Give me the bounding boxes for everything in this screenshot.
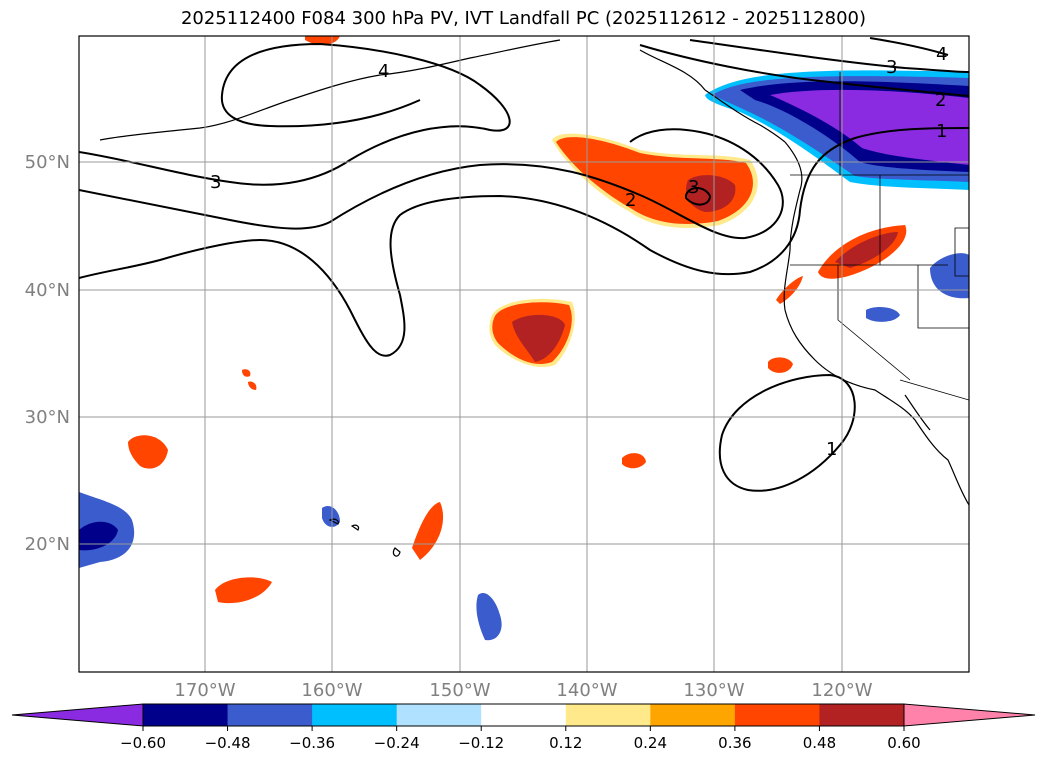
colorbar-segment bbox=[650, 704, 736, 726]
colorbar-segment bbox=[481, 704, 567, 726]
map-area: 3 2 3 3 2 1 4 1 4 bbox=[79, 36, 969, 672]
colorbar-segment bbox=[227, 704, 313, 726]
contour-label: 1 bbox=[826, 439, 837, 460]
contour-label: 3 bbox=[210, 172, 221, 193]
colorbar-tick-label: −0.12 bbox=[458, 734, 504, 752]
contour-label: 4 bbox=[378, 61, 389, 82]
colorbar-segment bbox=[396, 704, 482, 726]
lat-label: 30°N bbox=[25, 407, 70, 428]
colorbar-segment bbox=[312, 704, 398, 726]
colorbar-tick-label: 0.36 bbox=[718, 734, 751, 752]
colorbar-segments bbox=[143, 704, 905, 726]
colorbar-ticks: −0.60 −0.48 −0.36 −0.24 −0.12 0.12 0.24 0.36 0.4… bbox=[120, 726, 921, 752]
lon-label: 160°W bbox=[301, 680, 362, 701]
colorbar-tick-label: −0.36 bbox=[289, 734, 335, 752]
colorbar-tick-label: −0.60 bbox=[120, 734, 166, 752]
lat-label: 20°N bbox=[25, 534, 70, 555]
lon-label: 120°W bbox=[811, 680, 872, 701]
colorbar-tick-label: 0.24 bbox=[634, 734, 667, 752]
colorbar-outline bbox=[142, 703, 905, 727]
lat-label: 40°N bbox=[25, 280, 70, 301]
contour-label: 3 bbox=[886, 57, 897, 78]
colorbar-tick-label: −0.24 bbox=[374, 734, 420, 752]
contour-labels: 3 2 3 3 2 1 4 1 4 bbox=[210, 44, 947, 460]
lon-label: 140°W bbox=[556, 680, 617, 701]
colorbar-segment bbox=[819, 704, 905, 726]
colorbar-tick-label: 0.12 bbox=[549, 734, 582, 752]
pv-anomaly-fill bbox=[79, 36, 969, 641]
colorbar-segment bbox=[565, 704, 651, 726]
colorbar-tick-label: −0.48 bbox=[205, 734, 251, 752]
contour-label: 3 bbox=[688, 177, 699, 198]
colorbar-segment bbox=[143, 704, 229, 726]
map-title: 2025112400 F084 300 hPa PV, IVT Landfall… bbox=[180, 8, 867, 29]
colorbar-segment bbox=[734, 704, 820, 726]
colorbar-tick-label: 0.60 bbox=[887, 734, 920, 752]
contour-label: 2 bbox=[935, 90, 946, 111]
coastlines bbox=[99, 39, 969, 557]
pv-contours bbox=[79, 37, 969, 492]
contour-label: 2 bbox=[625, 190, 636, 211]
lon-label: 170°W bbox=[174, 680, 235, 701]
latitude-labels: 50°N 40°N 30°N 20°N bbox=[25, 152, 70, 555]
lon-label: 150°W bbox=[429, 680, 490, 701]
colorbar: −0.60 −0.48 −0.36 −0.24 −0.12 0.12 0.24 0.36 0.4… bbox=[11, 703, 1036, 752]
lat-label: 50°N bbox=[25, 152, 70, 173]
contour-label: 4 bbox=[936, 44, 947, 65]
contour-label: 1 bbox=[936, 121, 947, 142]
colorbar-extend-right bbox=[903, 703, 1036, 727]
graticule bbox=[79, 36, 969, 672]
state-borders bbox=[790, 72, 969, 401]
lon-label: 130°W bbox=[683, 680, 744, 701]
colorbar-extend-left bbox=[11, 703, 144, 727]
longitude-labels: 170°W 160°W 150°W 140°W 130°W 120°W bbox=[174, 680, 872, 701]
map-frame bbox=[78, 35, 970, 673]
colorbar-tick-label: 0.48 bbox=[803, 734, 836, 752]
